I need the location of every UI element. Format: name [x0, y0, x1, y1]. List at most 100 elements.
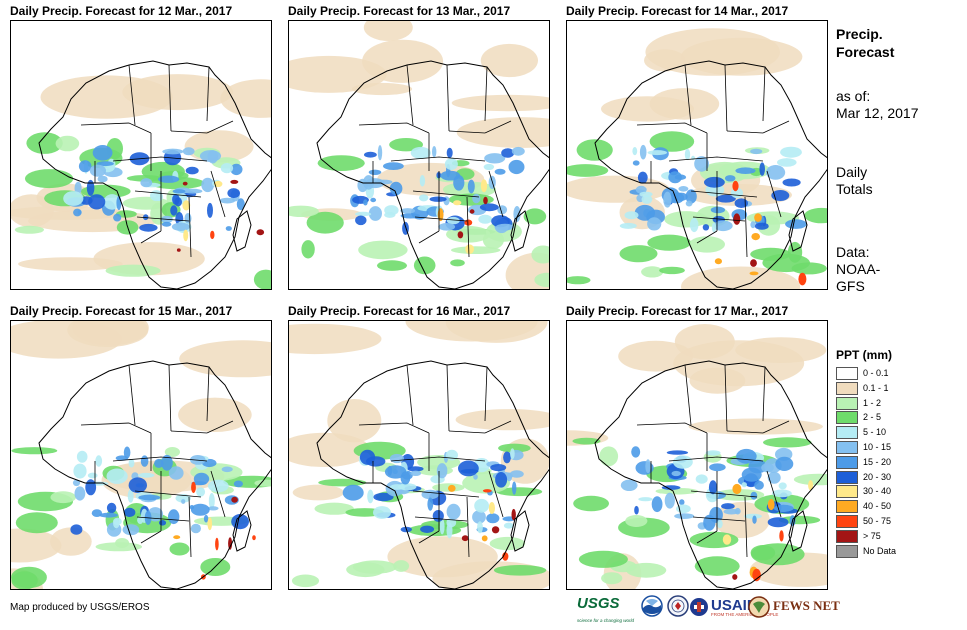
country-border	[112, 456, 208, 462]
heavy-rain-cell	[661, 485, 681, 490]
rain-area	[626, 562, 667, 578]
country-border	[484, 366, 488, 422]
heavy-rain-cell	[715, 194, 736, 203]
legend-label: 20 - 30	[863, 471, 892, 482]
heavy-rain-cell	[767, 517, 789, 528]
country-border	[358, 122, 430, 134]
heavy-rain-cell	[122, 524, 140, 536]
rain-area	[11, 571, 38, 589]
heavy-rain-cell	[446, 216, 460, 225]
heavy-rain-cell	[373, 492, 394, 502]
rain-area	[750, 545, 776, 561]
heavy-rain-cell	[175, 494, 191, 503]
rain-area	[450, 259, 465, 267]
rain-area	[531, 245, 549, 264]
heavy-rain-cell	[472, 510, 486, 524]
light-rain-area	[456, 117, 549, 148]
country-border	[412, 490, 480, 498]
rain-area	[55, 135, 80, 152]
country-border	[136, 216, 190, 222]
legend-label: 2 - 5	[863, 412, 882, 423]
heavy-rain-cell	[139, 223, 158, 232]
heavy-rain-cell	[410, 146, 431, 159]
extreme-rain-cell	[173, 535, 181, 540]
madagascar-outline	[510, 510, 530, 552]
extreme-rain-cell	[210, 230, 215, 240]
panel-title: Daily Precip. Forecast for 13 Mar., 2017	[288, 4, 511, 18]
heavy-rain-cell	[74, 486, 86, 501]
country-border	[134, 490, 202, 498]
rain-area	[694, 556, 740, 576]
heavy-rain-cell	[230, 163, 243, 176]
heavy-rain-cell	[458, 460, 479, 477]
heavy-rain-cell	[724, 175, 736, 182]
usaid-logo: USAID FROM THE AMERICAN PEOPLE	[689, 595, 778, 619]
rain-area	[14, 225, 44, 234]
heavy-rain-cell	[140, 455, 149, 467]
rain-area	[417, 465, 453, 476]
rain-area	[26, 132, 63, 154]
heavy-rain-cell	[736, 448, 757, 464]
country-border	[418, 530, 440, 544]
heavy-rain-cell	[221, 466, 233, 473]
rain-area	[778, 515, 821, 525]
extreme-rain-cell	[191, 481, 196, 494]
extreme-rain-cell	[182, 181, 188, 186]
heavy-rain-cell	[236, 198, 245, 211]
heavy-rain-cell	[162, 148, 184, 155]
madagascar-outline	[788, 510, 808, 552]
heavy-rain-cell	[511, 146, 525, 156]
heavy-rain-cell	[161, 454, 173, 471]
heavy-rain-cell	[775, 456, 794, 471]
heavy-rain-cell	[777, 158, 797, 167]
usaid-seal-icon	[690, 598, 708, 616]
rain-area	[791, 262, 827, 275]
light-rain-area	[644, 49, 686, 72]
extreme-rain-cell	[722, 534, 732, 545]
legend-label: 30 - 40	[863, 486, 892, 497]
country-border	[446, 64, 450, 132]
heavy-rain-cell	[368, 206, 382, 221]
heavy-rain-cell	[689, 217, 699, 233]
rain-area	[301, 240, 315, 259]
extreme-rain-cell	[453, 200, 462, 206]
extreme-rain-cell	[252, 535, 256, 541]
legend-label: > 75	[863, 530, 881, 541]
legend-title: PPT (mm)	[836, 348, 893, 362]
heavy-rain-cell	[355, 215, 367, 226]
rain-area	[793, 473, 827, 486]
heavy-rain-cell	[474, 498, 489, 513]
heavy-rain-cell	[503, 451, 511, 464]
light-rain-area	[480, 43, 538, 78]
extreme-rain-cell	[465, 244, 474, 254]
heavy-rain-cell	[710, 206, 726, 214]
heavy-rain-cell	[227, 188, 240, 199]
country-border	[140, 530, 162, 544]
heavy-rain-cell	[717, 519, 723, 529]
country-border	[668, 456, 764, 462]
heavy-rain-cell	[735, 167, 756, 174]
heavy-rain-cell	[86, 179, 95, 196]
heavy-rain-cell	[631, 446, 641, 458]
heavy-rain-cell	[78, 160, 92, 173]
heavy-rain-cell	[398, 483, 417, 491]
usgs-tagline: science for a changing world	[577, 618, 635, 623]
heavy-rain-cell	[432, 146, 437, 158]
heavy-rain-cell	[647, 217, 662, 231]
heavy-rain-cell	[723, 508, 740, 515]
heavy-rain-cell	[473, 474, 478, 480]
heavy-rain-cell	[189, 505, 195, 510]
heavy-rain-cell	[741, 467, 762, 482]
heavy-rain-cell	[509, 470, 524, 478]
totals-line1: Daily	[836, 164, 868, 180]
rain-area	[291, 574, 320, 588]
extreme-rain-cell	[481, 535, 488, 542]
extreme-rain-cell	[183, 229, 189, 242]
legend-label: 50 - 75	[863, 515, 892, 526]
heavy-rain-cell	[158, 520, 167, 526]
country-border	[684, 64, 692, 126]
legend-label: 5 - 10	[863, 427, 887, 438]
heavy-rain-cell	[427, 497, 434, 511]
country-border	[210, 170, 226, 218]
heavy-rain-cell	[460, 469, 479, 474]
